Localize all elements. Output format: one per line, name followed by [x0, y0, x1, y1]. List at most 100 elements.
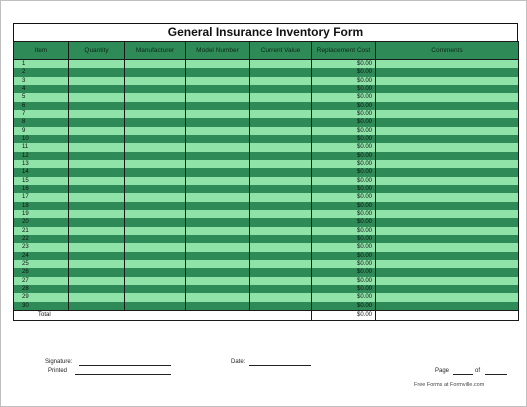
model-number-cell[interactable]	[185, 226, 250, 235]
quantity-cell[interactable]	[68, 259, 125, 269]
current-value-cell[interactable]	[249, 226, 312, 235]
current-value-cell[interactable]	[249, 184, 312, 194]
comments-cell[interactable]	[375, 293, 519, 302]
manufacturer-cell[interactable]	[124, 251, 186, 260]
manufacturer-cell[interactable]	[124, 293, 186, 302]
comments-cell[interactable]	[375, 268, 519, 277]
model-number-cell[interactable]	[185, 259, 250, 269]
quantity-cell[interactable]	[68, 159, 125, 169]
manufacturer-cell[interactable]	[124, 201, 186, 210]
current-value-cell[interactable]	[249, 118, 312, 127]
quantity-cell[interactable]	[68, 176, 125, 185]
comments-cell[interactable]	[375, 118, 519, 127]
model-number-cell[interactable]	[185, 68, 250, 77]
quantity-cell[interactable]	[68, 234, 125, 244]
quantity-cell[interactable]	[68, 93, 125, 102]
comments-cell[interactable]	[375, 176, 519, 185]
model-number-cell[interactable]	[185, 126, 250, 135]
comments-cell[interactable]	[375, 84, 519, 94]
model-number-cell[interactable]	[185, 234, 250, 244]
comments-cell[interactable]	[375, 184, 519, 194]
model-number-cell[interactable]	[185, 268, 250, 277]
quantity-cell[interactable]	[68, 84, 125, 94]
comments-cell[interactable]	[375, 209, 519, 219]
model-number-cell[interactable]	[185, 159, 250, 169]
model-number-cell[interactable]	[185, 251, 250, 260]
comments-cell[interactable]	[375, 243, 519, 252]
manufacturer-cell[interactable]	[124, 101, 186, 110]
manufacturer-cell[interactable]	[124, 209, 186, 219]
comments-cell[interactable]	[375, 93, 519, 102]
current-value-cell[interactable]	[249, 134, 312, 144]
current-value-cell[interactable]	[249, 284, 312, 294]
comments-cell[interactable]	[375, 218, 519, 227]
manufacturer-cell[interactable]	[124, 93, 186, 102]
quantity-cell[interactable]	[68, 193, 125, 202]
current-value-cell[interactable]	[249, 168, 312, 177]
model-number-cell[interactable]	[185, 118, 250, 127]
comments-cell[interactable]	[375, 151, 519, 160]
comments-cell[interactable]	[375, 76, 519, 85]
current-value-cell[interactable]	[249, 159, 312, 169]
model-number-cell[interactable]	[185, 193, 250, 202]
manufacturer-cell[interactable]	[124, 193, 186, 202]
current-value-cell[interactable]	[249, 276, 312, 285]
manufacturer-cell[interactable]	[124, 68, 186, 77]
manufacturer-cell[interactable]	[124, 143, 186, 152]
model-number-cell[interactable]	[185, 168, 250, 177]
quantity-cell[interactable]	[68, 209, 125, 219]
manufacturer-cell[interactable]	[124, 134, 186, 144]
quantity-cell[interactable]	[68, 243, 125, 252]
current-value-cell[interactable]	[249, 101, 312, 110]
quantity-cell[interactable]	[68, 101, 125, 110]
current-value-cell[interactable]	[249, 293, 312, 302]
model-number-cell[interactable]	[185, 59, 250, 69]
current-value-cell[interactable]	[249, 176, 312, 185]
current-value-cell[interactable]	[249, 151, 312, 160]
model-number-cell[interactable]	[185, 276, 250, 285]
manufacturer-cell[interactable]	[124, 301, 186, 311]
quantity-cell[interactable]	[68, 293, 125, 302]
quantity-cell[interactable]	[68, 168, 125, 177]
quantity-cell[interactable]	[68, 276, 125, 285]
manufacturer-cell[interactable]	[124, 59, 186, 69]
quantity-cell[interactable]	[68, 68, 125, 77]
current-value-cell[interactable]	[249, 234, 312, 244]
current-value-cell[interactable]	[249, 243, 312, 252]
quantity-cell[interactable]	[68, 143, 125, 152]
quantity-cell[interactable]	[68, 226, 125, 235]
current-value-cell[interactable]	[249, 259, 312, 269]
manufacturer-cell[interactable]	[124, 243, 186, 252]
manufacturer-cell[interactable]	[124, 76, 186, 85]
comments-cell[interactable]	[375, 259, 519, 269]
manufacturer-cell[interactable]	[124, 118, 186, 127]
current-value-cell[interactable]	[249, 68, 312, 77]
comments-cell[interactable]	[375, 168, 519, 177]
current-value-cell[interactable]	[249, 143, 312, 152]
manufacturer-cell[interactable]	[124, 84, 186, 94]
model-number-cell[interactable]	[185, 301, 250, 311]
model-number-cell[interactable]	[185, 151, 250, 160]
current-value-cell[interactable]	[249, 251, 312, 260]
current-value-cell[interactable]	[249, 126, 312, 135]
current-value-cell[interactable]	[249, 193, 312, 202]
model-number-cell[interactable]	[185, 184, 250, 194]
quantity-cell[interactable]	[68, 218, 125, 227]
comments-cell[interactable]	[375, 126, 519, 135]
model-number-cell[interactable]	[185, 109, 250, 119]
page-total-line[interactable]	[485, 374, 507, 375]
manufacturer-cell[interactable]	[124, 168, 186, 177]
comments-cell[interactable]	[375, 109, 519, 119]
quantity-cell[interactable]	[68, 251, 125, 260]
manufacturer-cell[interactable]	[124, 109, 186, 119]
quantity-cell[interactable]	[68, 134, 125, 144]
comments-cell[interactable]	[375, 276, 519, 285]
model-number-cell[interactable]	[185, 134, 250, 144]
comments-cell[interactable]	[375, 284, 519, 294]
quantity-cell[interactable]	[68, 184, 125, 194]
model-number-cell[interactable]	[185, 243, 250, 252]
comments-cell[interactable]	[375, 143, 519, 152]
comments-cell[interactable]	[375, 193, 519, 202]
quantity-cell[interactable]	[68, 59, 125, 69]
page-number-line[interactable]	[453, 374, 473, 375]
